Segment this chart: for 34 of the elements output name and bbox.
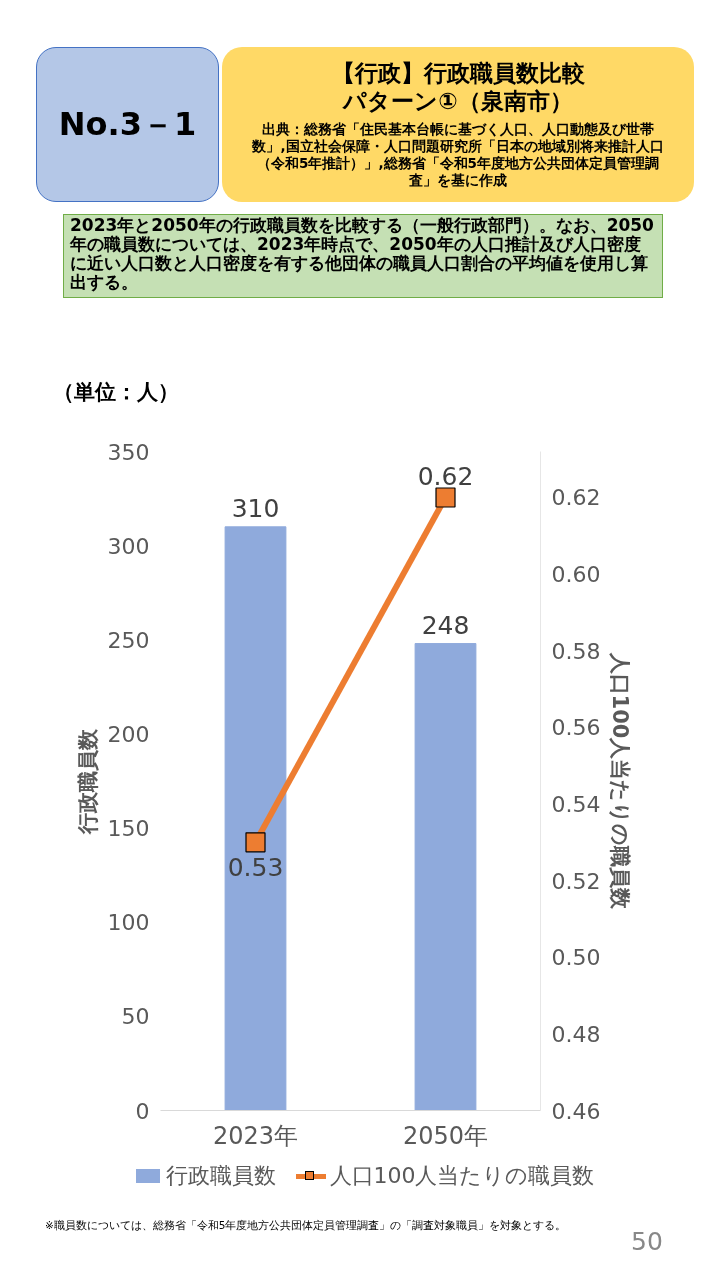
- chart-subtitle: 出典：総務省「住民基本台帳に基づく人口、人口動態及び世帯数」,国立社会保障・人口問題研究所「日本の地域別将来推計人口（令和5年推計）」,総務省「令和5年度地方公共団体定員管理調査」を基に作成: [251, 121, 665, 189]
- data-label: 0.62: [417, 462, 474, 492]
- y-tick-label: 350: [107, 439, 150, 465]
- text: 50: [631, 1226, 663, 1258]
- y-tick-label: 250: [107, 627, 150, 653]
- text: ※職員数については、総務省「令和5年度地方公共団体定員管理調査」の「調査対象職員」を対象とする。: [45, 1218, 567, 1233]
- y2-tick-label: 0.46: [551, 1098, 601, 1124]
- text: 2023年と2050年の行政職員数を比較する（一般行政部門）。なお、2050年の職員数については、2023年時点で、2050年の人口推計及び人口密度に近い人口数と人口密度を有する他団体の職員人口割合の平均値を使用し算出する。: [63, 214, 663, 298]
- text: No.3－1: [36, 47, 219, 202]
- y-tick-label: 150: [107, 816, 150, 842]
- y2-tick-label: 0.60: [551, 562, 601, 588]
- y2-tick-label: 0.52: [551, 868, 601, 894]
- y2-tick-label: 0.58: [551, 638, 601, 664]
- y-tick-label: 50: [121, 1004, 150, 1030]
- y-tick-label: 200: [107, 721, 150, 747]
- y-axis-title: 行政職員数: [75, 727, 100, 835]
- x-tick-label: 2050年: [402, 1121, 489, 1150]
- y-tick-label: 300: [107, 533, 150, 559]
- data-label: 0.53: [227, 853, 284, 883]
- y-tick-label: 0: [135, 1098, 150, 1124]
- legend-label: 人口100人当たりの職員数: [328, 1163, 595, 1188]
- text: （単位：人）: [53, 379, 179, 406]
- y2-tick-label: 0.56: [551, 715, 601, 741]
- data-label: 310: [231, 493, 280, 523]
- y2-axis-title: 人口100人当たりの職員数: [608, 651, 633, 911]
- legend-label: 行政職員数: [164, 1163, 276, 1188]
- y2-tick-label: 0.48: [551, 1021, 601, 1047]
- y-tick-label: 100: [107, 910, 150, 936]
- y2-tick-label: 0.54: [551, 791, 601, 817]
- data-label: 248: [421, 610, 470, 640]
- y2-tick-label: 0.62: [551, 485, 601, 511]
- y2-tick-label: 0.50: [551, 945, 601, 971]
- x-tick-label: 2023年: [212, 1121, 299, 1150]
- chart-title: 【行政】行政職員数比較パターン①（泉南市）: [330, 59, 586, 115]
